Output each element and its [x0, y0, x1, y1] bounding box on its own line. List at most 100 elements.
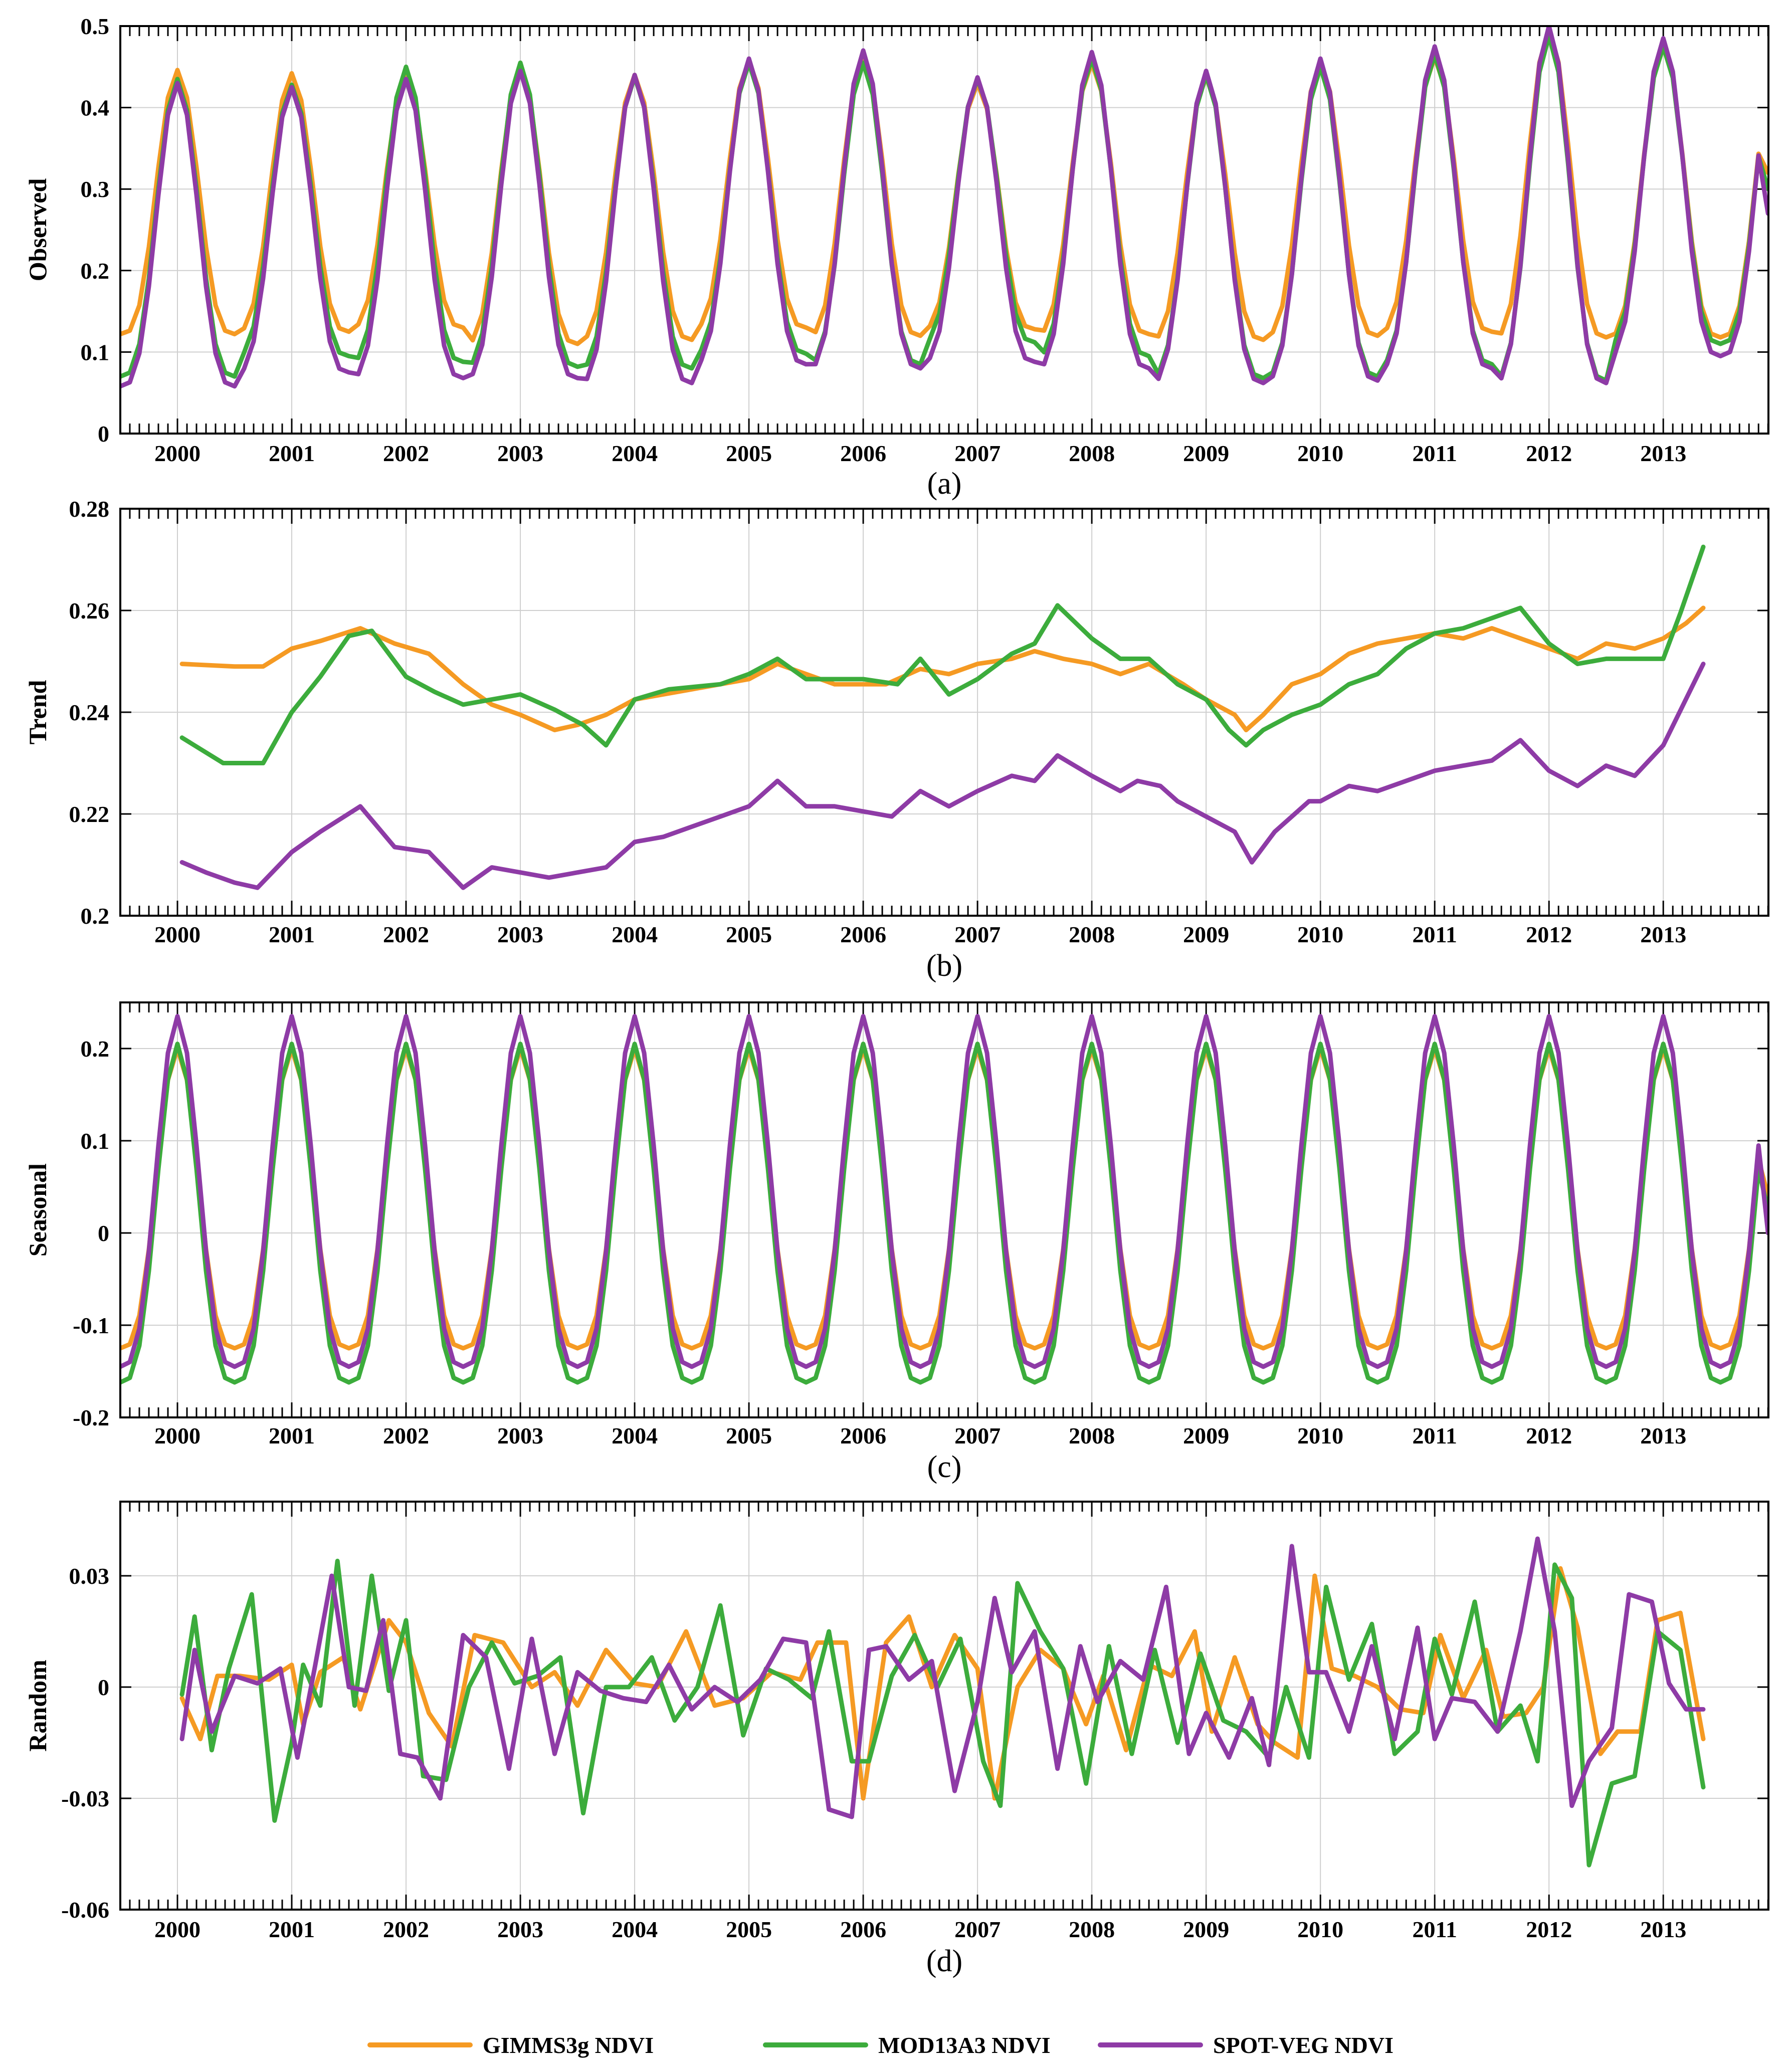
x-tick-label: 2010 — [1297, 1917, 1343, 1942]
x-tick-label: 2007 — [954, 441, 1001, 466]
x-tick-label: 2002 — [383, 1917, 429, 1942]
series-line-mod13 — [120, 34, 1768, 383]
x-tick-label: 2010 — [1297, 1423, 1343, 1448]
x-tick-label: 2010 — [1297, 922, 1343, 947]
x-tick-label: 2013 — [1640, 441, 1686, 466]
y-axis-title: Trend — [24, 680, 52, 744]
x-tick-label: 2000 — [154, 441, 201, 466]
x-tick-label: 2005 — [726, 1917, 772, 1942]
y-tick-label: -0.1 — [73, 1313, 109, 1338]
x-tick-label: 2006 — [840, 1917, 886, 1942]
panel-0: 0 0.1 0.2 0.3 0.4 0.5 2000 2001 2002 2003 2004 2005… — [24, 14, 1769, 501]
x-tick-label: 2011 — [1412, 441, 1457, 466]
plot-frame — [119, 1501, 1769, 1911]
y-tick-label: 0 — [98, 421, 109, 447]
y-tick-label: 0 — [98, 1220, 109, 1246]
x-tick-label: 2010 — [1297, 441, 1343, 466]
panel-caption: (c) — [927, 1450, 962, 1484]
x-tick-label: 2011 — [1412, 922, 1457, 947]
y-tick-label: 0.1 — [81, 1128, 110, 1154]
x-tick-label: 2008 — [1069, 441, 1115, 466]
plot-frame — [119, 508, 1769, 917]
x-tick-label: 2002 — [383, 441, 429, 466]
x-tick-label: 2004 — [612, 1917, 658, 1942]
series-line-gimms — [179, 605, 1706, 732]
y-axis-title: Random — [24, 1660, 52, 1751]
x-tick-label: 2005 — [726, 1423, 772, 1448]
panel-caption: (b) — [926, 949, 962, 983]
y-axis-title: Seasonal — [24, 1163, 52, 1257]
x-tick-label: 2007 — [954, 1423, 1001, 1448]
plot-frame — [119, 1001, 1769, 1418]
x-tick-label: 2011 — [1412, 1423, 1457, 1448]
x-tick-label: 2004 — [612, 922, 658, 947]
series-line-spot — [120, 1014, 1768, 1369]
panel-2: -0.2 -0.1 0 0.1 0.2 2000 2001 2002 2003 2004 2005 2… — [24, 1001, 1769, 1484]
x-tick-label: 2001 — [269, 441, 315, 466]
x-tick-label: 2004 — [612, 441, 658, 466]
x-tick-label: 2003 — [497, 1917, 543, 1942]
y-tick-label: 0.2 — [81, 258, 110, 284]
x-tick-label: 2001 — [269, 922, 315, 947]
x-tick-label: 2012 — [1526, 1917, 1572, 1942]
x-tick-label: 2001 — [269, 1917, 315, 1942]
x-tick-label: 2008 — [1069, 922, 1115, 947]
y-tick-label: 0.03 — [69, 1563, 110, 1589]
x-tick-label: 2012 — [1526, 922, 1572, 947]
y-tick-label: 0.28 — [69, 496, 110, 522]
plot-frame — [119, 25, 1769, 435]
x-tick-label: 2003 — [497, 1423, 543, 1448]
axis-ticks — [119, 1002, 1769, 1418]
x-tick-label: 2005 — [726, 441, 772, 466]
x-tick-label: 2003 — [497, 922, 543, 947]
x-tick-label: 2002 — [383, 922, 429, 947]
x-tick-label: 2012 — [1526, 441, 1572, 466]
x-tick-label: 2001 — [269, 1423, 315, 1448]
y-tick-label: 0.24 — [69, 700, 110, 725]
y-tick-label: 0.26 — [69, 598, 110, 624]
x-tick-label: 2009 — [1183, 1917, 1229, 1942]
legend-label-gimms: GIMMS3g NDVI — [483, 2032, 654, 2058]
legend-label-spot: SPOT-VEG NDVI — [1213, 2032, 1394, 2058]
series-line-mod13 — [179, 544, 1706, 765]
x-tick-label: 2006 — [840, 441, 886, 466]
y-tick-label: -0.2 — [73, 1405, 109, 1430]
x-tick-label: 2000 — [154, 1423, 201, 1448]
x-tick-label: 2008 — [1069, 1423, 1115, 1448]
panel-1: 0.2 0.22 0.24 0.26 0.28 2000 2001 2002 2003 2004 2… — [24, 496, 1769, 983]
x-tick-label: 2009 — [1183, 441, 1229, 466]
y-tick-label: 0.1 — [81, 339, 110, 365]
x-tick-label: 2003 — [497, 441, 543, 466]
x-tick-label: 2005 — [726, 922, 772, 947]
x-tick-label: 2007 — [954, 922, 1001, 947]
y-tick-label: -0.03 — [61, 1786, 109, 1811]
x-tick-label: 2009 — [1183, 922, 1229, 947]
x-tick-label: 2000 — [154, 1917, 201, 1942]
series-line-spot — [179, 662, 1706, 890]
y-tick-label: -0.06 — [61, 1897, 109, 1923]
x-tick-label: 2013 — [1640, 1917, 1686, 1942]
y-tick-label: 0.4 — [81, 95, 110, 121]
y-tick-label: 0.5 — [81, 14, 110, 39]
legend-label-mod13: MOD13A3 NDVI — [878, 2032, 1051, 2058]
y-axis-title: Observed — [24, 178, 52, 282]
y-tick-label: 0.2 — [81, 1036, 110, 1062]
y-tick-label: 0.22 — [69, 801, 110, 827]
x-tick-label: 2008 — [1069, 1917, 1115, 1942]
series-line-gimms — [179, 1566, 1706, 1801]
legend: GIMMS3g NDVI MOD13A3 NDVI SPOT-VEG NDVI — [367, 2032, 1394, 2058]
x-tick-label: 2007 — [954, 1917, 1001, 1942]
x-tick-label: 2006 — [840, 1423, 886, 1448]
x-tick-label: 2011 — [1412, 1917, 1457, 1942]
y-tick-label: 0.3 — [81, 176, 110, 202]
panel-caption: (a) — [927, 467, 962, 501]
y-tick-label: 0 — [98, 1675, 109, 1700]
series-line-spot — [179, 1536, 1706, 1819]
x-tick-label: 2000 — [154, 922, 201, 947]
x-tick-label: 2002 — [383, 1423, 429, 1448]
x-tick-label: 2012 — [1526, 1423, 1572, 1448]
x-tick-label: 2006 — [840, 922, 886, 947]
x-tick-label: 2009 — [1183, 1423, 1229, 1448]
panel-3: -0.06 -0.03 0 0.03 2000 2001 2002 2003 2004 2005 2… — [24, 1501, 1769, 1978]
